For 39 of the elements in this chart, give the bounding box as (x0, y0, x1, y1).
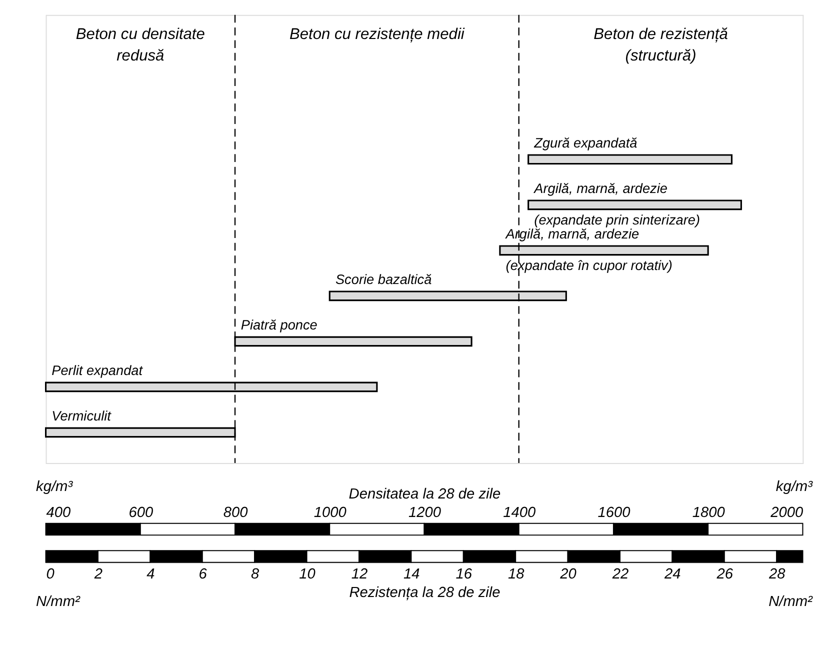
x-tick-label: 1400 (503, 505, 536, 522)
x-tick-label: 400 (46, 505, 71, 522)
x2-tick-label: 22 (611, 566, 629, 582)
x-tick-label: 1000 (314, 505, 346, 522)
y-tick-label: Piatră ponce (240, 318, 318, 333)
x2-axis-title: Rezistența la 28 de zile (349, 584, 500, 601)
text: kg/m³ (776, 479, 814, 496)
x-tick-label: 1800 (692, 505, 725, 522)
text: Beton cu densitate redusă (76, 26, 206, 65)
x-tick-label: 1200 (408, 505, 441, 522)
y-tick-label: Scorie bazaltică (335, 272, 432, 288)
y-tick-label: Vermiculit (52, 408, 112, 424)
x2-tick-label: 6 (198, 566, 208, 582)
y-tick-label: Perlit expandat (52, 363, 144, 378)
x2-tick-label: 2 (93, 566, 103, 582)
x2-tick-label: 28 (768, 566, 786, 582)
x2-tick-label: 8 (251, 566, 260, 582)
x2-tick-label: 26 (716, 566, 734, 582)
text: kg/m³ (36, 479, 74, 496)
category-label: Argilă, marnă, ardezie (expandate prin sinterizare) (534, 181, 700, 228)
text: Beton de rezistență (structură) (594, 26, 728, 65)
x2-tick-label: 20 (559, 566, 576, 582)
x2-tick-label: 14 (404, 566, 420, 582)
x2-tick-label: 10 (299, 566, 316, 582)
x2-tick-label: 4 (146, 566, 155, 582)
x-tick-label: 600 (128, 505, 154, 522)
text: Beton cu rezistențe medii (289, 26, 465, 44)
x2-tick-label: 12 (351, 566, 368, 582)
y-tick-label: Zgură expandată (533, 136, 638, 151)
x-tick-label: 2000 (770, 505, 804, 522)
x2-tick-label: 0 (46, 566, 54, 582)
text: N/mm² (36, 594, 81, 610)
x-axis-title: Densitatea la 28 de zile (348, 486, 501, 503)
x-tick-label: 1600 (598, 505, 630, 522)
x-tick-label: 800 (223, 505, 248, 522)
x2-tick-label: 18 (508, 566, 526, 582)
x2-tick-label: 24 (664, 566, 681, 582)
x2-tick-label: 16 (456, 566, 473, 582)
text: N/mm² (768, 594, 814, 610)
